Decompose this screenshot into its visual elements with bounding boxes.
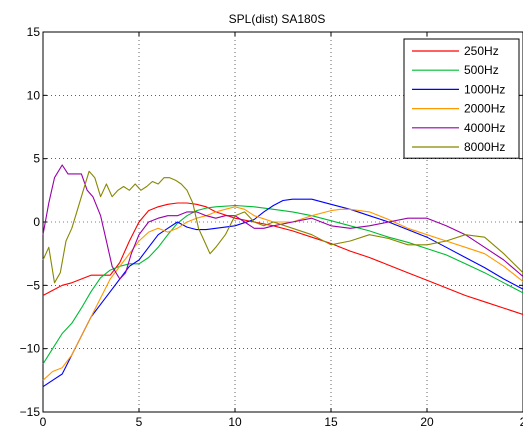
legend-label: 1000Hz	[464, 82, 505, 96]
legend-label: 500Hz	[464, 63, 499, 77]
x-tick-label: 0	[40, 415, 47, 429]
y-tick-label: 5	[33, 152, 40, 166]
series-line-2000Hz	[42, 206, 523, 381]
y-tick-label: 15	[27, 25, 41, 39]
series-line-1000Hz	[42, 198, 523, 388]
series-line-250Hz	[42, 202, 523, 316]
y-tick-label: −15	[20, 405, 41, 419]
legend-label: 4000Hz	[464, 121, 505, 135]
y-tick-label: −5	[26, 278, 40, 292]
legend: 250Hz 500Hz 1000Hz 2000Hz 4000Hz 8000Hz	[403, 38, 520, 159]
y-tick-label: −10	[20, 342, 41, 356]
series-layer	[42, 164, 523, 388]
x-tick-label: 10	[228, 415, 242, 429]
x-tick-label: 5	[136, 415, 143, 429]
legend-label: 8000Hz	[464, 140, 505, 154]
y-tick-label: 0	[33, 215, 40, 229]
chart-title: SPL(dist) SA180S	[229, 12, 326, 26]
y-tick-label: 10	[27, 88, 41, 102]
x-tick-label: 15	[324, 415, 338, 429]
x-tick-label: 2	[520, 415, 523, 429]
legend-label: 250Hz	[464, 44, 499, 58]
series-line-4000Hz	[42, 164, 523, 280]
x-tick-label: 20	[420, 415, 434, 429]
ticks-layer: 0 5 10 15 20 2 −15 −10 −5 0 5 10 15	[20, 25, 523, 429]
legend-box	[403, 38, 520, 159]
series-line-8000Hz	[42, 170, 523, 284]
legend-label: 2000Hz	[464, 102, 505, 116]
